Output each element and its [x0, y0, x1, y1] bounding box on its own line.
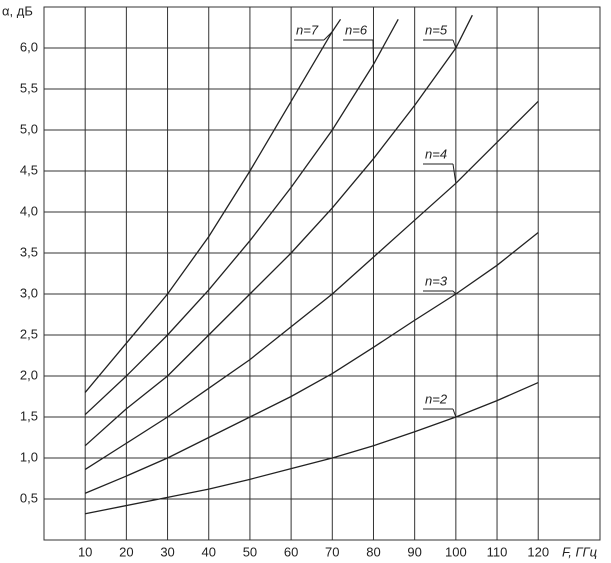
x-tick-label: 100: [445, 544, 467, 559]
series-line: [84, 231, 539, 494]
x-tick-label: 90: [407, 544, 421, 559]
x-tick-label: 110: [487, 544, 508, 559]
x-tick-label: 10: [78, 544, 92, 559]
y-tick-label: 3,5: [20, 244, 38, 259]
leader-line: [452, 163, 457, 184]
y-tick-label: 4,5: [20, 162, 38, 177]
x-tick-label: 40: [202, 544, 216, 559]
x-axis-label: F, ГГц: [562, 544, 597, 559]
series-line: [84, 100, 539, 471]
y-tick-label: 1,0: [20, 449, 38, 464]
leader-line: [452, 290, 457, 295]
y-tick-label: 5,5: [20, 80, 38, 95]
plot-frame: [43, 6, 601, 541]
series-label: n=6: [345, 22, 368, 37]
leader-line: [323, 31, 333, 41]
y-tick-label: 6,0: [20, 39, 38, 54]
series-label: n=7: [296, 22, 319, 37]
series-label: n=4: [425, 146, 447, 161]
x-tick-label: 80: [366, 544, 380, 559]
x-tick-label: 50: [243, 544, 257, 559]
series-line: [85, 381, 539, 515]
y-axis-label: α, дБ: [2, 3, 33, 18]
y-tick-label: 4,0: [20, 203, 38, 218]
leader-line: [452, 39, 457, 49]
x-tick-label: 70: [325, 544, 339, 559]
leader-line: [452, 408, 457, 418]
x-tick-label: 60: [284, 544, 298, 559]
x-tick-label: 120: [527, 544, 549, 559]
y-tick-label: 2,5: [20, 326, 38, 341]
y-tick-label: 3,0: [20, 285, 38, 300]
y-tick-label: 0,5: [20, 490, 38, 505]
series-label: n=3: [425, 273, 448, 288]
series-label: n=5: [425, 22, 448, 37]
series-line: [84, 14, 473, 447]
x-tick-label: 30: [160, 544, 174, 559]
series-line: [84, 18, 399, 416]
x-tick-label: 20: [119, 544, 133, 559]
series-label: n=2: [425, 391, 448, 406]
y-tick-label: 5,0: [20, 121, 38, 136]
y-tick-label: 2,0: [20, 367, 38, 382]
y-tick-label: 1,5: [20, 408, 38, 423]
series-line: [84, 18, 342, 393]
